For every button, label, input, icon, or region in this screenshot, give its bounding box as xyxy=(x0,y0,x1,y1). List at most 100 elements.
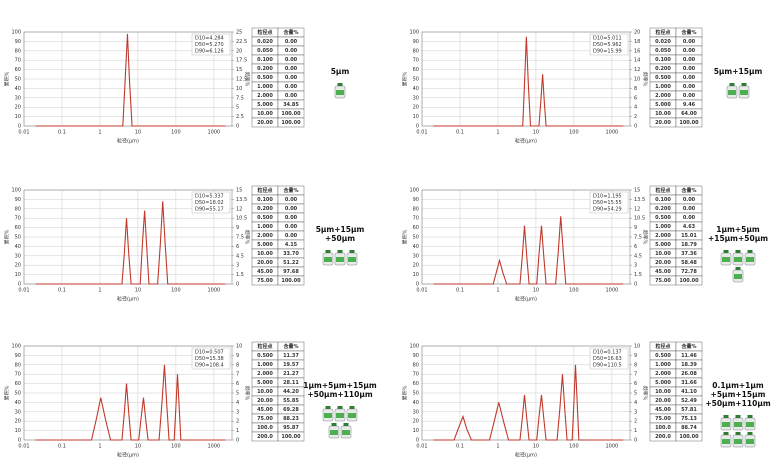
x-axis-label: 粒径(μm) xyxy=(515,296,537,303)
y2-tick-label: 12 xyxy=(236,206,242,212)
y2-tick-label: 0 xyxy=(634,282,637,288)
bottle-cap xyxy=(735,250,741,253)
stats-text: D10=5.337 xyxy=(195,194,224,200)
bottle-cap xyxy=(349,250,355,253)
y-tick-label: 30 xyxy=(15,95,21,101)
x-tick-label: 100 xyxy=(569,444,579,450)
x-tick-label: 100 xyxy=(171,288,181,294)
y-tick-label: 50 xyxy=(413,391,419,397)
x-tick-label: 1 xyxy=(496,130,499,136)
y-tick-label: 80 xyxy=(15,206,21,212)
x-tick-label: 0.1 xyxy=(58,288,66,294)
table-cell-text: 200.0 xyxy=(257,434,273,440)
table-cell-text: 20.00 xyxy=(257,120,273,126)
table-cell-text: 0.100 xyxy=(257,57,273,63)
y2-tick-label: 6 xyxy=(634,381,637,387)
y2-tick-label: 0 xyxy=(236,282,239,288)
y-axis-label: 累积% xyxy=(4,385,11,400)
bottle-cap xyxy=(343,423,349,426)
y-tick-label: 20 xyxy=(15,105,21,111)
table-cell-text: 0.100 xyxy=(655,57,671,63)
table-cell-text: 1.000 xyxy=(257,84,273,90)
product-label: +15μm+50μm xyxy=(708,234,768,243)
table-header: 粒径点 xyxy=(655,343,670,350)
table-cell-text: 0.00 xyxy=(285,206,298,212)
stats-box xyxy=(589,33,629,56)
x-tick-label: 10 xyxy=(533,288,539,294)
table-cell-text: 34.85 xyxy=(283,102,299,108)
bottle-label xyxy=(740,90,748,95)
bottle-cap xyxy=(741,83,747,86)
x-axis-label: 粒径(μm) xyxy=(515,138,537,145)
table-cell-text: 1.000 xyxy=(655,84,671,90)
table-cell-text: 100.00 xyxy=(679,120,699,126)
y2-tick-label: 0 xyxy=(236,124,239,130)
table-cell xyxy=(675,117,703,128)
bottle-label xyxy=(746,257,754,262)
y-tick-label: 70 xyxy=(413,58,419,64)
y2-tick-label: 10.5 xyxy=(634,216,645,222)
y-tick-label: 100 xyxy=(409,30,419,36)
table-cell-text: 2.000 xyxy=(257,93,273,99)
table-cell-text: 0.00 xyxy=(683,48,696,54)
stats-text: D50=16.63 xyxy=(593,356,622,362)
x-tick-label: 0.1 xyxy=(58,130,66,136)
table-cell-text: 0.00 xyxy=(285,66,298,72)
y-tick-label: 90 xyxy=(15,39,21,45)
y2-tick-label: 2.5 xyxy=(236,114,244,120)
bottle-label xyxy=(722,422,730,427)
y-tick-label: 70 xyxy=(15,216,21,222)
y-tick-label: 60 xyxy=(15,225,21,231)
stats-text: D90=55.17 xyxy=(195,207,224,213)
y2-tick-label: 4.5 xyxy=(634,253,642,259)
y-tick-label: 100 xyxy=(11,30,21,36)
bottle-label xyxy=(336,257,344,262)
table-header: 含量% xyxy=(680,187,696,194)
bottle-label xyxy=(722,257,730,262)
y2-tick-label: 0 xyxy=(236,438,239,444)
bottle-cap xyxy=(337,83,343,86)
bottle-cap xyxy=(735,415,741,418)
table-cell-text: 4.15 xyxy=(285,242,298,248)
y2-tick-label: 4.5 xyxy=(236,253,244,259)
table-cell-text: 0.00 xyxy=(285,215,298,221)
table-cell xyxy=(675,275,703,286)
table-cell-text: 5.000 xyxy=(655,102,671,108)
y2-tick-label: 9 xyxy=(634,225,637,231)
table-cell-text: 52.49 xyxy=(681,398,697,404)
product-label: 1μm+5μm xyxy=(716,225,760,234)
y-tick-label: 50 xyxy=(15,391,21,397)
y-tick-label: 60 xyxy=(413,381,419,387)
table-cell-text: 45.00 xyxy=(655,407,671,413)
table-cell-text: 20.00 xyxy=(655,260,671,266)
table-header: 粒径点 xyxy=(257,343,272,350)
table-cell-text: 15.01 xyxy=(681,233,697,239)
bottle-cap xyxy=(331,423,337,426)
table-cell-text: 0.500 xyxy=(655,75,671,81)
table-cell-text: 19.57 xyxy=(283,362,299,368)
table-cell xyxy=(675,431,703,442)
y-tick-label: 90 xyxy=(413,197,419,203)
table-cell-text: 2.000 xyxy=(257,233,273,239)
table-cell-text: 2.000 xyxy=(655,233,671,239)
y-axis-label: 累积% xyxy=(402,71,409,86)
y-tick-label: 80 xyxy=(15,48,21,54)
table-cell-text: 100.00 xyxy=(281,434,301,440)
y-tick-label: 70 xyxy=(15,372,21,378)
x-tick-label: 100 xyxy=(569,288,579,294)
bottle-cap xyxy=(325,250,331,253)
y2-tick-label: 4 xyxy=(634,105,637,111)
y2-tick-label: 8 xyxy=(634,362,637,368)
bottle-label xyxy=(330,430,338,435)
bottle-cap xyxy=(735,432,741,435)
table-cell-text: 10.00 xyxy=(655,111,671,117)
table-cell-text: 75.00 xyxy=(655,278,671,284)
y2-tick-label: 25 xyxy=(236,30,242,36)
table-cell-text: 0.500 xyxy=(257,215,273,221)
y-tick-label: 10 xyxy=(15,428,21,434)
y-tick-label: 50 xyxy=(15,235,21,241)
x-tick-label: 0.1 xyxy=(58,444,66,450)
y-tick-label: 0 xyxy=(18,124,21,130)
y2-tick-label: 12.5 xyxy=(236,77,247,83)
y2-tick-label: 5 xyxy=(236,391,239,397)
